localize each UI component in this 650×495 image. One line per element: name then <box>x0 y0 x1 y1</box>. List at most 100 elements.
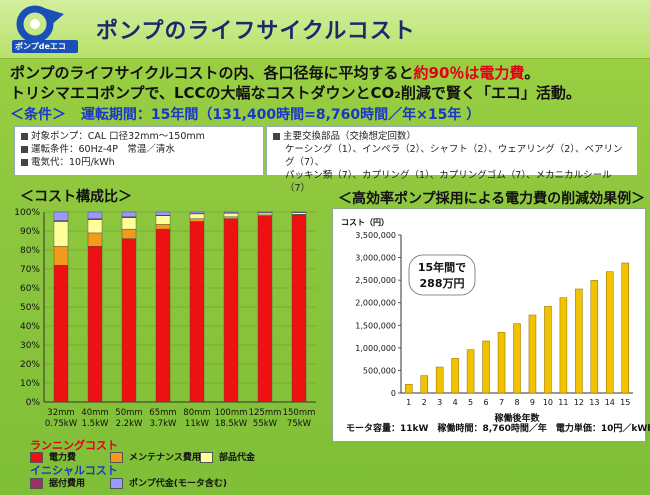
replacement-parts-heading: 主要交換部品（交換想定回数） <box>283 131 417 142</box>
bar-segment <box>121 211 137 217</box>
bullet-square-icon <box>21 133 28 140</box>
x-tick-sublabel: 3.7kW <box>150 419 177 429</box>
x-tick-label: 13 <box>589 398 599 407</box>
savings-bar <box>544 306 552 394</box>
legend-item-maintenance: メンテナンス費用 <box>110 450 201 463</box>
x-tick-label: 8 <box>514 398 519 407</box>
y-tick-label: 500,000 <box>363 366 396 375</box>
legend-swatch <box>110 478 123 489</box>
annotation-box <box>408 254 476 296</box>
legend-label: 据付費用 <box>49 479 86 489</box>
operating-condition-text: 運転条件：60Hz-4P 常温／清水 <box>31 144 175 155</box>
x-tick-label: 80mm <box>183 408 210 418</box>
cost-composition-title: ＜コスト構成比＞ <box>20 189 132 205</box>
savings-bar <box>528 314 537 394</box>
y-tick-label: 0% <box>26 398 41 408</box>
savings-bar <box>435 366 444 394</box>
x-tick-label: 2 <box>422 398 427 407</box>
bar-segment <box>53 265 69 403</box>
cost-composition-chart: 0% 10% 20% 30% 40% 50% 60% 70% 80% 90% 100% 32mm 0.7… <box>6 202 324 432</box>
x-tick-label: 1 <box>406 398 411 407</box>
bar-segment <box>291 211 307 213</box>
pump-eco-logo-icon <box>16 5 64 43</box>
legend-item-parts: 部品代金 <box>200 450 255 463</box>
bar-segment <box>155 211 171 216</box>
x-tick-label: 40mm <box>81 408 108 418</box>
info-line: 主要交換部品（交換想定回数） <box>273 130 631 143</box>
bar-segment <box>155 215 171 225</box>
y-tick-label: 50% <box>20 303 40 313</box>
y-axis-label: コスト（円） <box>341 217 389 227</box>
bar-segment <box>223 211 239 214</box>
conditions-line: ＜条件＞ 運転期間：15年間（131,400時間=8,760時間／年×15年 ） <box>10 104 480 124</box>
x-tick-label: 10 <box>543 398 553 407</box>
savings-bar <box>466 349 475 394</box>
savings-bar <box>590 280 599 394</box>
y-tick-label: 40% <box>20 322 40 332</box>
savings-chart: コスト（円） 0 500,000 1,000,000 1,500,000 2,000,00… <box>332 208 646 442</box>
x-tick-label: 4 <box>453 398 458 407</box>
y-tick-label: 2,500,000 <box>355 276 396 285</box>
x-tick-label: 9 <box>530 398 535 407</box>
legend-swatch <box>200 452 213 463</box>
y-tick-label: 10% <box>20 379 40 389</box>
legend-item-electricity: 電力費 <box>30 450 76 463</box>
x-tick-label: 65mm <box>149 408 176 418</box>
y-tick-label: 0 <box>391 389 396 398</box>
x-tick-label: 5 <box>468 398 473 407</box>
x-tick-label: 150mm <box>283 408 316 418</box>
bar-segment <box>155 228 171 403</box>
bar-segment <box>155 224 171 230</box>
x-tick-label: 50mm <box>115 408 142 418</box>
annotation-line-1: 15年間で <box>418 260 466 274</box>
legend-running-cost-title: ランニングコスト <box>30 439 118 452</box>
headline-highlight: 約90％は電力費 <box>413 64 525 82</box>
y-tick-label: 70% <box>20 265 40 275</box>
x-tick-label: 11 <box>558 398 568 407</box>
headline-line-2: トリシマエコポンプで、LCCの大幅なコストダウンとCO₂削減で賢く「エコ」活動。 <box>10 84 581 102</box>
headline-suffix: 。 <box>524 64 540 82</box>
legend-swatch <box>30 478 43 489</box>
bullet-square-icon <box>273 133 280 140</box>
bar-segment <box>121 217 137 230</box>
bar-segment <box>87 246 103 403</box>
x-tick-label: 14 <box>605 398 615 407</box>
y-tick-label: 30% <box>20 341 40 351</box>
x-tick-sublabel: 1.5kW <box>82 419 109 429</box>
savings-bar <box>606 271 614 394</box>
operation-period: 運転期間：15年間（131,400時間=8,760時間／年×15年 ） <box>80 107 481 123</box>
legend-label: 電力費 <box>49 453 77 463</box>
x-tick-sublabel: 55kW <box>253 419 278 429</box>
x-tick-label: 6 <box>484 398 489 407</box>
x-tick-label: 32mm <box>47 408 74 418</box>
bar-segment <box>223 213 239 217</box>
savings-bar <box>575 288 583 394</box>
savings-chart-conditions: モータ容量：11kW 稼働時間：8,760時間／年 電力単価：10円／kWh <box>346 424 650 434</box>
header-bar: ポンプdeエコ ポンプのライフサイクルコスト <box>0 0 650 59</box>
x-tick-sublabel: 2.2kW <box>116 419 143 429</box>
bar-segment <box>53 246 69 266</box>
replacement-parts-line-1: ケーシング（1）、インペラ（2）、シャフト（2）、ウェアリング（2）、ベアリング… <box>285 144 623 168</box>
bar-segment <box>223 218 239 403</box>
savings-bar <box>482 340 490 394</box>
savings-bar <box>420 375 428 394</box>
info-line: 電気代：10円/kWh <box>21 156 257 169</box>
y-tick-label: 80% <box>20 246 40 256</box>
savings-bar <box>621 262 630 394</box>
bullet-square-icon <box>21 146 28 153</box>
headline-text: ポンプのライフサイクルコストの内、各口径毎に平均すると <box>10 64 414 82</box>
y-tick-label: 1,000,000 <box>355 344 396 353</box>
x-tick-label: 3 <box>437 398 442 407</box>
info-line: 対象ポンプ：CAL 口径32mm～150mm <box>21 130 257 143</box>
x-tick-sublabel: 0.75kW <box>45 419 78 429</box>
savings-bar <box>404 384 413 394</box>
bar-segment <box>87 219 103 234</box>
x-tick-label: 12 <box>574 398 584 407</box>
y-tick-label: 60% <box>20 284 40 294</box>
bar-segment <box>291 212 307 215</box>
legend-label: 部品代金 <box>219 453 256 463</box>
info-line: 運転条件：60Hz-4P 常温／清水 <box>21 143 257 156</box>
savings-bar <box>559 297 568 394</box>
legend-swatch <box>110 452 123 463</box>
